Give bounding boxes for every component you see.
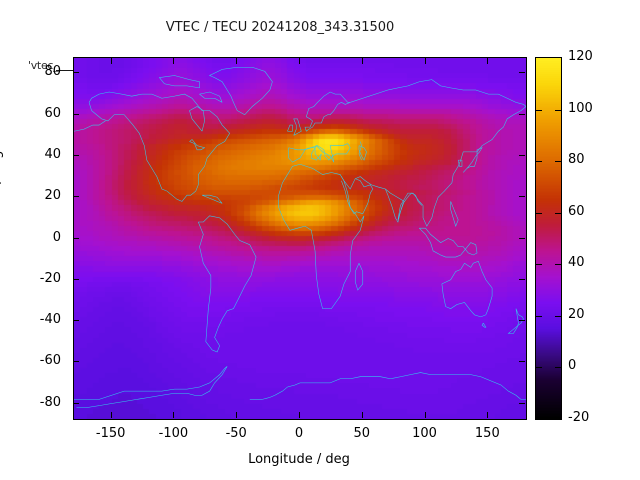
colorbar-tick-mark [555,264,561,265]
colorbar-tick-mark [555,316,561,317]
vtec-heatmap [74,58,526,419]
y-tick-label: 40 [44,146,61,162]
x-tick-label: -150 [95,426,126,441]
y-tick-label: 20 [44,188,61,204]
colorbar-tick-mark [536,110,542,111]
y-tick-label: -80 [39,394,61,410]
x-tick-label: -100 [158,426,189,441]
x-tick-mark [487,58,488,64]
x-tick-mark [111,412,112,418]
y-tick-mark [519,403,525,404]
colorbar-tick-label: 100 [568,100,593,116]
y-tick-label: 0 [52,229,61,245]
x-tick-mark [299,58,300,64]
y-tick-mark [519,155,525,156]
y-tick-mark [73,279,79,280]
y-tick-mark [519,361,525,362]
x-tick-label: 0 [294,426,304,441]
colorbar-tick-mark [536,316,542,317]
plot-area [73,57,527,420]
colorbar-tick-label: 60 [568,203,585,219]
y-tick-mark [73,196,79,197]
colorbar-tick-mark [555,161,561,162]
x-tick-label: 50 [353,426,371,441]
colorbar-tick-label: 0 [568,358,577,374]
y-tick-mark [73,361,79,362]
colorbar-tick-mark [555,213,561,214]
y-tick-mark [519,238,525,239]
colorbar-tick-label: 20 [568,306,585,322]
y-tick-mark [73,403,79,404]
y-tick-label: -20 [39,270,61,286]
plot-key-line [56,70,73,71]
y-tick-mark [519,320,525,321]
colorbar-tick-mark [536,161,542,162]
colorbar-tick-label: 80 [568,152,585,168]
y-tick-mark [73,155,79,156]
y-tick-mark [519,72,525,73]
x-tick-mark [425,412,426,418]
x-tick-label: 100 [412,426,437,441]
x-tick-label: -50 [225,426,247,441]
y-tick-label: 80 [44,64,61,80]
plot-key-label: 'vtec_ [28,59,59,72]
x-tick-mark [173,412,174,418]
page-title: VTEC / TECU 20241208_343.31500 [165,20,395,35]
colorbar-tick-mark [555,367,561,368]
colorbar-tick-mark [536,213,542,214]
x-tick-mark [111,58,112,64]
y-axis-label: Latitude / deg [0,150,4,242]
x-tick-mark [425,58,426,64]
y-tick-mark [73,72,79,73]
x-tick-mark [173,58,174,64]
colorbar-tick-mark [555,110,561,111]
colorbar [535,57,562,420]
x-tick-mark [236,58,237,64]
y-tick-mark [73,238,79,239]
colorbar-tick-mark [536,367,542,368]
colorbar-gradient [536,58,561,419]
x-tick-mark [299,412,300,418]
x-tick-mark [236,412,237,418]
x-tick-mark [362,58,363,64]
colorbar-tick-label: -20 [568,410,590,425]
x-axis-label: Longitude / deg [248,452,350,467]
x-tick-mark [487,412,488,418]
y-tick-mark [519,279,525,280]
colorbar-tick-label: 120 [568,49,593,64]
y-tick-mark [519,114,525,115]
x-tick-mark [362,412,363,418]
y-tick-mark [73,320,79,321]
y-tick-mark [73,114,79,115]
y-tick-label: -60 [39,353,61,369]
colorbar-tick-label: 40 [568,255,585,271]
y-tick-label: -40 [39,312,61,327]
y-tick-mark [519,196,525,197]
colorbar-tick-mark [536,264,542,265]
x-tick-label: 150 [474,426,500,441]
y-tick-label: 60 [44,105,61,121]
